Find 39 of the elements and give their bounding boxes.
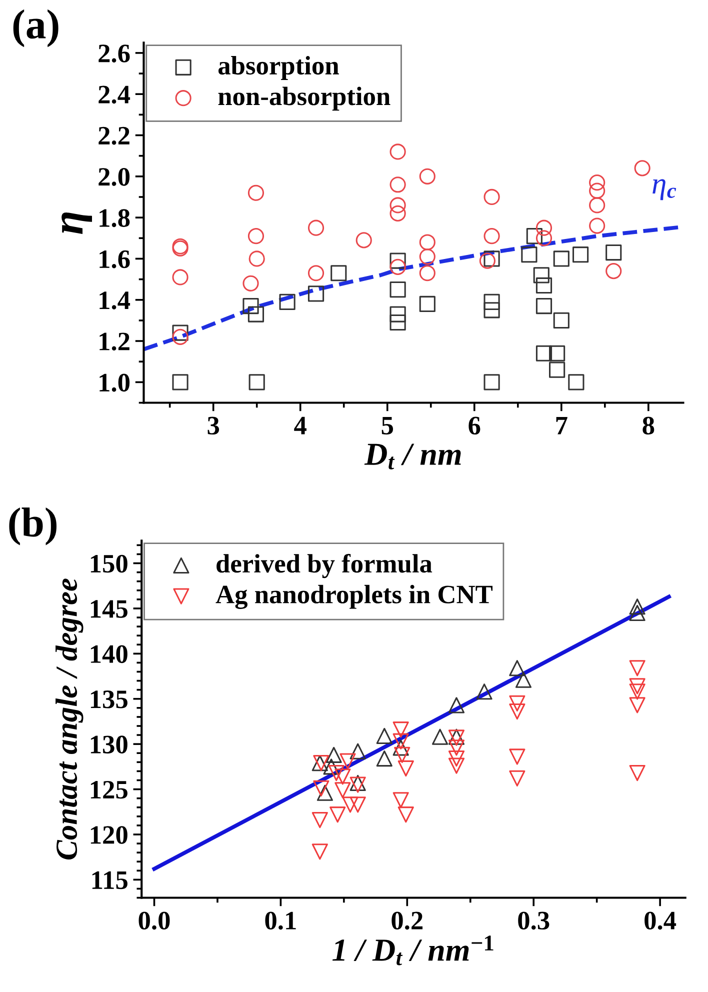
y-tick-label: 1.0 <box>100 374 130 392</box>
y-tick-label: 115 <box>92 871 128 890</box>
x-tick-label: 0.4 <box>644 912 676 930</box>
y-tick-label: 145 <box>90 600 128 618</box>
x-tick-label: 3 <box>208 416 220 435</box>
legend-label: derived by formula <box>216 554 432 578</box>
y-tick-label: 1.4 <box>100 292 130 310</box>
y-tick-label: 150 <box>90 554 128 573</box>
y-axis-title: Contact angle / degree <box>56 578 84 860</box>
y-tick-label: 2.4 <box>98 86 130 104</box>
y-tick-label: 135 <box>90 690 128 708</box>
y-tick-label: 120 <box>90 826 128 844</box>
text: (b) <box>9 507 56 546</box>
y-axis-title: η <box>62 212 92 234</box>
y-tick-label: 2.0 <box>98 168 130 186</box>
x-tick-label: 4 <box>294 416 306 434</box>
y-tick-label: 140 <box>90 645 128 664</box>
y-tick-label: 2.6 <box>98 44 130 62</box>
legend-label: Ag nanodroplets in CNT <box>216 584 492 610</box>
legend-label: non-absorption <box>218 86 390 111</box>
legend-label: absorption <box>218 56 339 80</box>
x-tick-label: 0.3 <box>518 912 550 930</box>
x-tick-label: 6 <box>468 416 480 435</box>
y-tick-label: 130 <box>90 736 128 754</box>
text: (a) <box>13 9 58 48</box>
x-tick-label: 0.1 <box>265 912 296 930</box>
x-tick-label: 0.2 <box>392 912 423 930</box>
x-tick-label: 7 <box>556 416 568 434</box>
y-tick-label: 2.2 <box>98 126 130 145</box>
y-tick-label: 1.6 <box>100 250 130 268</box>
x-tick-label: 0.0 <box>138 912 170 930</box>
x-tick-label: 8 <box>642 416 654 435</box>
y-tick-label: 125 <box>90 780 128 799</box>
x-tick-label: 5 <box>382 416 393 435</box>
x-axis-title: D$_{t}$ / nm <box>364 444 461 470</box>
y-tick-label: 1.2 <box>100 332 130 351</box>
x-axis-title: 1 / D$_{t}$ / nm$^{−1}$ <box>332 936 494 966</box>
y-tick-label: 1.8 <box>100 209 130 228</box>
annotation: η$_{c}$ <box>652 179 676 200</box>
